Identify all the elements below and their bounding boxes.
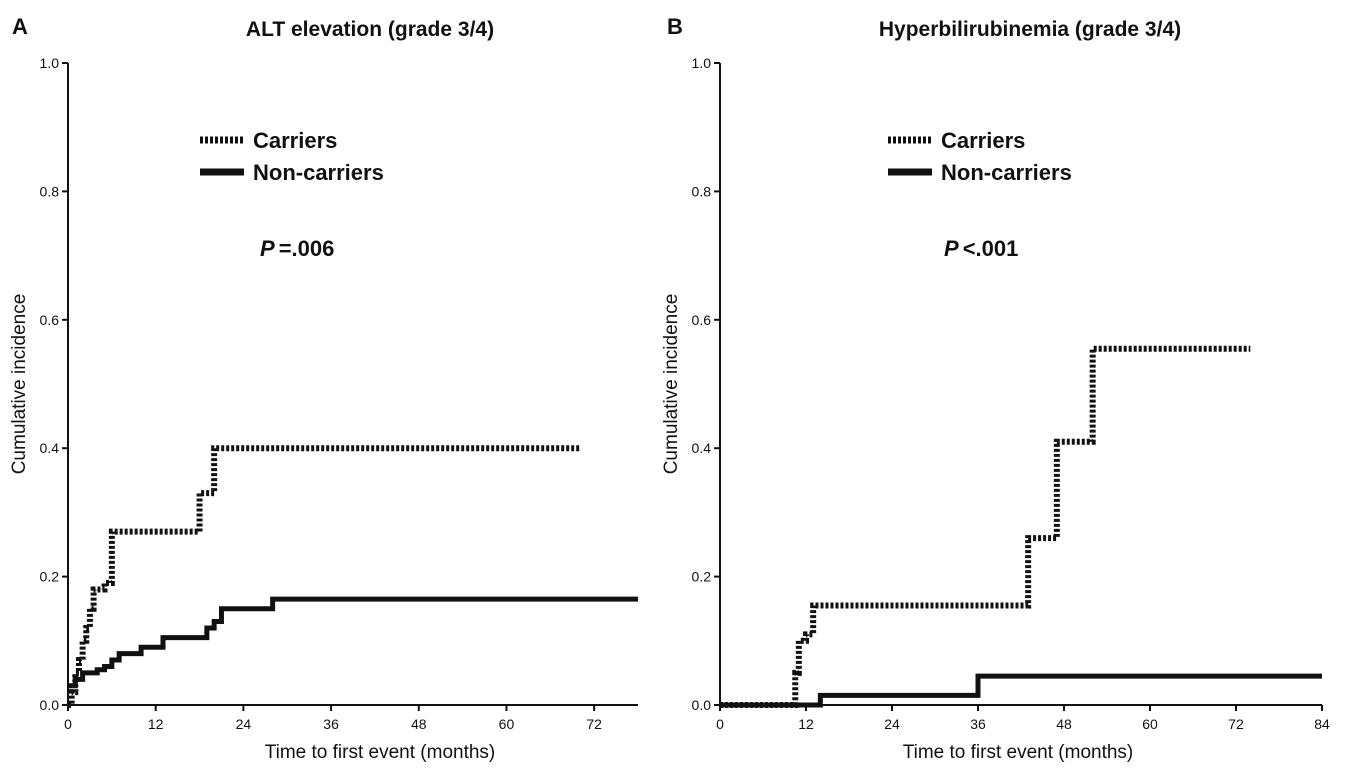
panel-a-letter: A xyxy=(12,14,28,39)
panel-b-x-tick-label: 12 xyxy=(798,716,814,732)
panel-b-p-text: <.001 xyxy=(963,236,1019,261)
panel-a-legend-label-carriers: Carriers xyxy=(253,128,337,153)
panel-a-y-tick-label: 1.0 xyxy=(40,55,60,71)
panel-b-x-tick-label: 72 xyxy=(1228,716,1244,732)
panel-b-legend: Carriers Non-carriers xyxy=(888,128,1072,185)
panel-b-axes: 0 12 24 36 48 60 72 84 0.0 0.2 0.4 0.6 0.8 1.0 xyxy=(692,55,1330,732)
panel-b-y-tick-label: 0.4 xyxy=(692,440,712,456)
panel-b-y-tick-label: 0.2 xyxy=(692,569,712,585)
panel-b: B Hyperbilirubinemia (grade 3/4) 0 12 24 36… xyxy=(661,14,1330,763)
panel-b-x-tick-label: 36 xyxy=(970,716,986,732)
panel-b-series xyxy=(720,345,1322,708)
panel-b-legend-label-carriers: Carriers xyxy=(941,128,1025,153)
panel-a-legend-label-non-carriers: Non-carriers xyxy=(253,160,384,185)
panel-a-y-tick-label: 0.2 xyxy=(40,569,60,585)
panel-a: A ALT elevation (grade 3/4) 0 12 24 36 48 60 7… xyxy=(9,14,638,763)
panel-a-x-tick-label: 0 xyxy=(64,716,72,732)
panel-b-title: Hyperbilirubinemia (grade 3/4) xyxy=(879,18,1181,41)
panel-a-y-tick-label: 0.0 xyxy=(40,697,60,713)
panel-a-x-axis-label: Time to first event (months) xyxy=(265,742,496,763)
panel-a-x-tick-label: 60 xyxy=(499,716,515,732)
panel-b-y-tick-label: 1.0 xyxy=(692,55,712,71)
panel-b-x-axis-label: Time to first event (months) xyxy=(903,742,1134,763)
panel-b-x-tick-label: 24 xyxy=(884,716,900,732)
panel-b-p-symbol: P xyxy=(944,236,959,261)
panel-a-series xyxy=(68,445,638,708)
panel-b-x-tick-label: 84 xyxy=(1314,716,1330,732)
panel-b-series-non-carriers-line xyxy=(720,673,1322,708)
panel-a-title: ALT elevation (grade 3/4) xyxy=(246,18,494,41)
panel-a-y-tick-label: 0.4 xyxy=(40,440,60,456)
panel-b-letter: B xyxy=(667,14,683,39)
panel-a-series-carriers-line xyxy=(68,445,580,708)
panel-a-p-text: =.006 xyxy=(279,236,335,261)
panel-a-legend: Carriers Non-carriers xyxy=(200,128,384,185)
panel-a-y-tick-label: 0.6 xyxy=(40,312,60,328)
panel-a-series-non-carriers-line xyxy=(68,596,638,689)
panel-a-x-tick-label: 72 xyxy=(586,716,602,732)
panel-a-x-tick-label: 48 xyxy=(411,716,427,732)
panel-a-axes: 0 12 24 36 48 60 72 0.0 0.2 0.4 0.6 0.8 1.0 xyxy=(40,55,638,732)
panel-a-p-symbol: P xyxy=(260,236,275,261)
panel-a-y-tick-label: 0.8 xyxy=(40,183,60,199)
panel-b-x-tick-label: 60 xyxy=(1142,716,1158,732)
panel-b-p-value: P <.001 xyxy=(944,236,1018,261)
panel-a-x-tick-label: 36 xyxy=(323,716,339,732)
panel-b-series-carriers-line xyxy=(720,345,1251,708)
panel-a-x-tick-label: 12 xyxy=(148,716,164,732)
panel-b-y-tick-label: 0.0 xyxy=(692,697,712,713)
panel-b-x-tick-label: 0 xyxy=(716,716,724,732)
panel-a-y-axis-label: Cumulative incidence xyxy=(9,294,30,475)
panel-a-x-tick-label: 24 xyxy=(236,716,252,732)
panel-a-p-value: P =.006 xyxy=(260,236,334,261)
panel-b-y-tick-label: 0.8 xyxy=(692,183,712,199)
panel-b-y-tick-label: 0.6 xyxy=(692,312,712,328)
panel-b-y-axis-label: Cumulative incidence xyxy=(661,294,682,475)
panel-b-legend-label-non-carriers: Non-carriers xyxy=(941,160,1072,185)
panel-b-x-tick-label: 48 xyxy=(1056,716,1072,732)
